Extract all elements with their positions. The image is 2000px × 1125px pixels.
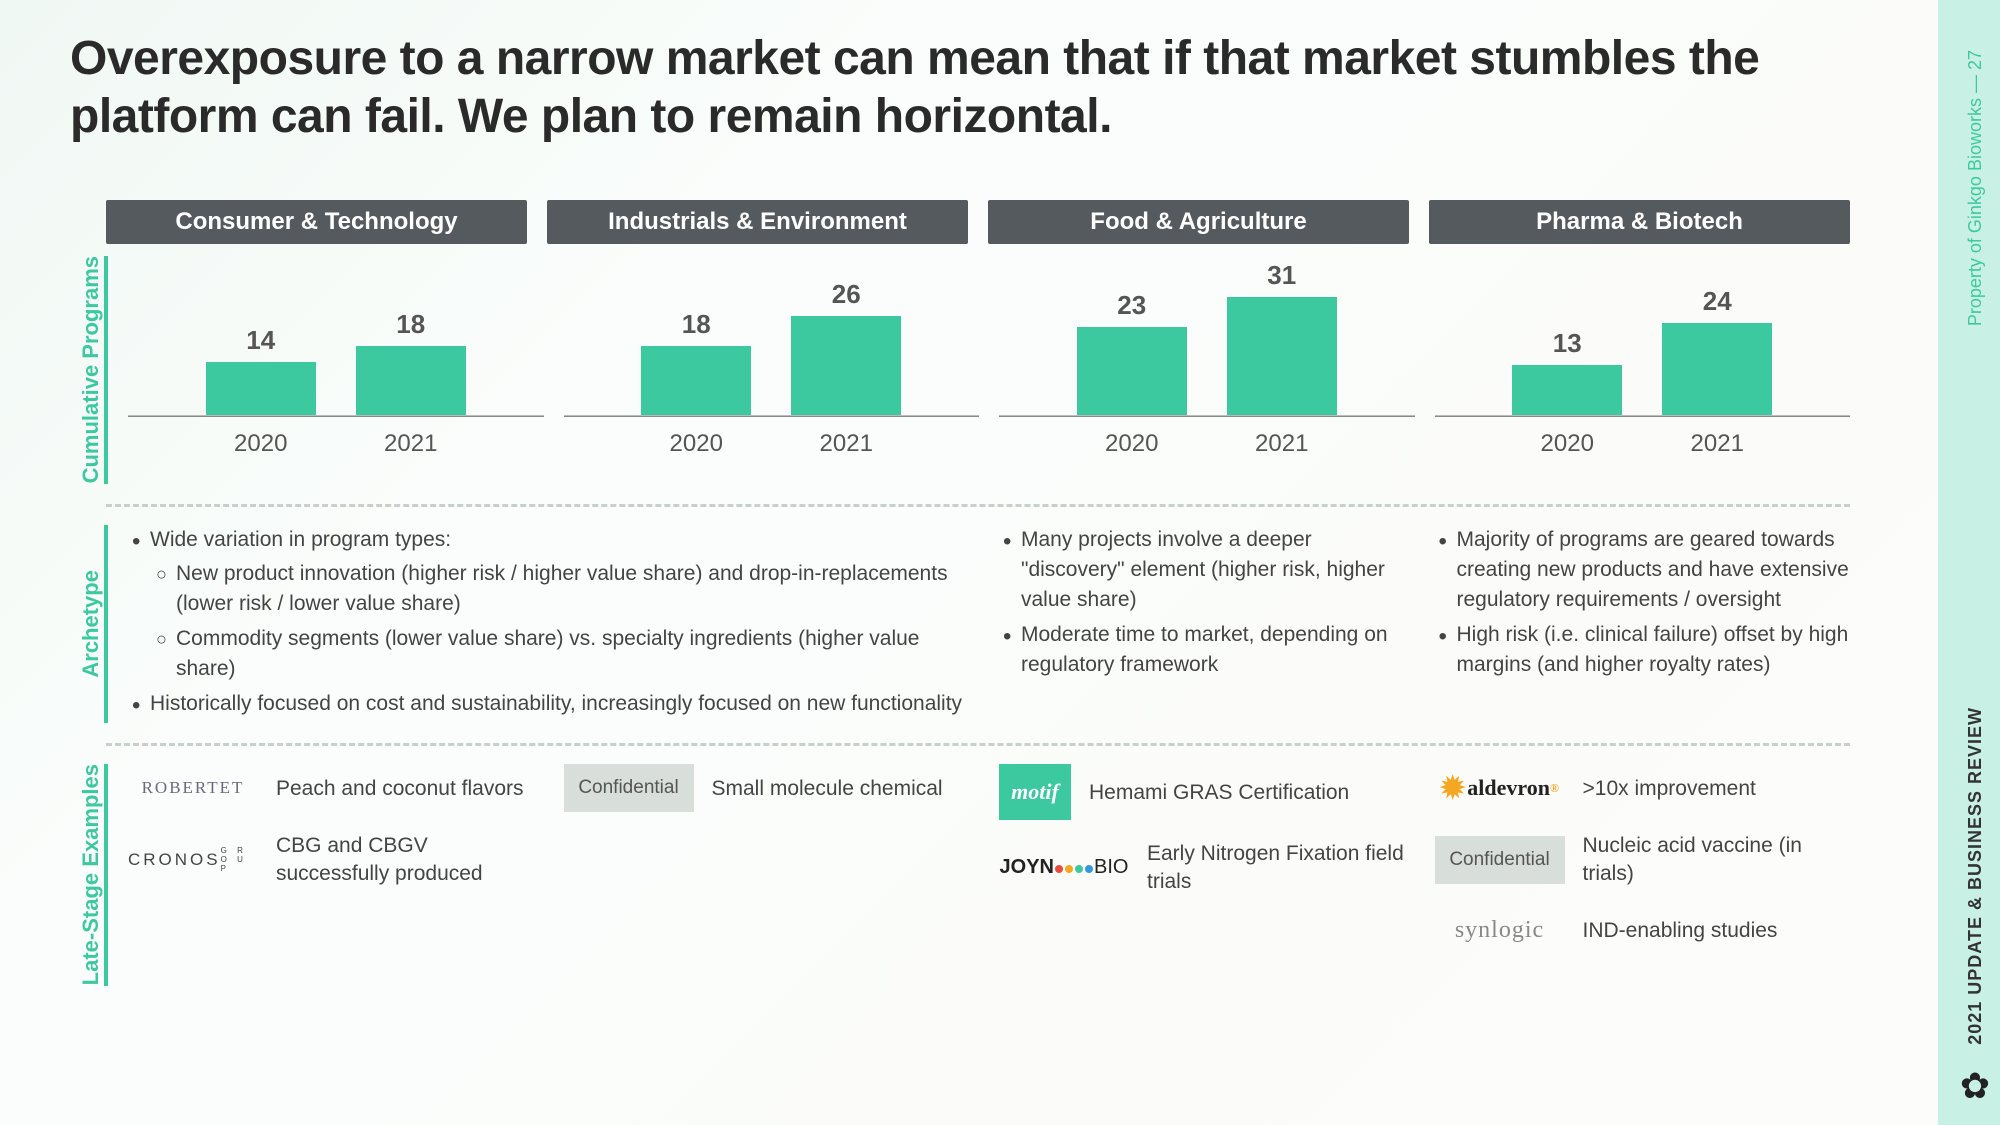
archetype-bullet: New product innovation (higher risk / hi…: [128, 559, 979, 620]
example-item: CRONOSG R O U P CBG and CBGV successfully…: [128, 832, 544, 887]
example-item: ROBERTET Peach and coconut flavors: [128, 764, 544, 812]
example-text: CBG and CBGV successfully produced: [276, 832, 544, 887]
bar: [641, 346, 751, 415]
examples-column: Confidential Small molecule chemical: [564, 764, 980, 985]
bar: [1227, 297, 1337, 416]
example-item: Confidential Small molecule chemical: [564, 764, 980, 812]
category-header: Industrials & Environment: [547, 200, 968, 244]
archetype-bullet: Majority of programs are geared towards …: [1435, 525, 1851, 616]
archetype-bullet: Moderate time to market, depending on re…: [999, 620, 1415, 681]
x-axis-label: 2020: [206, 430, 316, 458]
example-text: IND-enabling studies: [1583, 917, 1778, 944]
examples-column: ROBERTET Peach and coconut flavors CRONOSG…: [128, 764, 544, 985]
x-axis-label: 2020: [1512, 430, 1622, 458]
row-label-archetype: Archetype: [70, 525, 104, 724]
bar: [356, 346, 466, 415]
bar-value: 23: [1117, 290, 1146, 321]
bar-value: 13: [1553, 328, 1582, 359]
divider: [106, 504, 1850, 507]
bar-value: 31: [1267, 260, 1296, 291]
gear-icon: ✿: [1960, 1065, 1990, 1107]
category-header: Consumer & Technology: [106, 200, 527, 244]
company-logo: CRONOSG R O U P: [128, 836, 258, 884]
bar: [791, 316, 901, 415]
x-axis-label: 2021: [791, 430, 901, 458]
bar-chart: 182620202021: [564, 256, 980, 446]
bar-chart: 141820202021: [128, 256, 544, 446]
archetype-bullet: Commodity segments (lower value share) v…: [128, 624, 979, 685]
examples-column: motif Hemami GRAS Certification JOYN BIO Ea…: [999, 764, 1415, 985]
category-header: Pharma & Biotech: [1429, 200, 1850, 244]
examples-column: ✹aldevron® >10x improvement Confidential Nu…: [1435, 764, 1851, 985]
bar-value: 24: [1703, 286, 1732, 317]
x-axis-label: 2021: [1662, 430, 1772, 458]
bar: [1512, 365, 1622, 415]
archetype-column: Many projects involve a deeper "discover…: [999, 525, 1415, 724]
category-header: Food & Agriculture: [988, 200, 1409, 244]
company-logo: Confidential: [1435, 836, 1565, 884]
example-text: Early Nitrogen Fixation field trials: [1147, 840, 1415, 895]
bar-chart: 132420202021: [1435, 256, 1851, 446]
bar-chart: 233120202021: [999, 256, 1415, 446]
page-title: Overexposure to a narrow market can mean…: [70, 30, 1850, 145]
example-text: Hemami GRAS Certification: [1089, 779, 1349, 806]
x-axis-label: 2020: [1077, 430, 1187, 458]
row-label-examples: Late-Stage Examples: [70, 764, 104, 985]
example-item: Confidential Nucleic acid vaccine (in tri…: [1435, 832, 1851, 887]
archetype-column: Wide variation in program types: New prod…: [128, 525, 979, 724]
example-text: >10x improvement: [1583, 775, 1756, 802]
footer-text: 2021 UPDATE & BUSINESS REVIEW: [1965, 707, 1986, 1045]
bar-value: 18: [682, 309, 711, 340]
company-logo: synlogic: [1435, 907, 1565, 955]
company-logo: ROBERTET: [128, 764, 258, 812]
bar-value: 18: [396, 309, 425, 340]
bar-value: 14: [246, 325, 275, 356]
property-text: Property of Ginkgo Bioworks — 27: [1965, 50, 1986, 326]
company-logo: motif: [999, 764, 1071, 820]
bar-value: 26: [832, 279, 861, 310]
example-item: ✹aldevron® >10x improvement: [1435, 764, 1851, 812]
example-text: Nucleic acid vaccine (in trials): [1583, 832, 1851, 887]
example-item: JOYN BIO Early Nitrogen Fixation field tr…: [999, 840, 1415, 895]
example-text: Peach and coconut flavors: [276, 775, 524, 802]
archetype-column: Majority of programs are geared towards …: [1435, 525, 1851, 724]
bar: [206, 362, 316, 416]
company-logo: ✹aldevron®: [1435, 764, 1565, 812]
row-label-programs: Cumulative Programs: [70, 256, 104, 483]
x-axis-label: 2021: [1227, 430, 1337, 458]
archetype-bullet: Many projects involve a deeper "discover…: [999, 525, 1415, 616]
x-axis-label: 2020: [641, 430, 751, 458]
example-item: motif Hemami GRAS Certification: [999, 764, 1415, 820]
company-logo: JOYN BIO: [999, 844, 1129, 892]
company-logo: Confidential: [564, 764, 694, 812]
divider: [106, 743, 1850, 746]
example-text: Small molecule chemical: [712, 775, 943, 802]
x-axis-label: 2021: [356, 430, 466, 458]
bar: [1662, 323, 1772, 415]
archetype-bullet: Historically focused on cost and sustain…: [128, 689, 979, 719]
example-item: synlogic IND-enabling studies: [1435, 907, 1851, 955]
archetype-bullet: Wide variation in program types:: [128, 525, 979, 555]
archetype-bullet: High risk (i.e. clinical failure) offset…: [1435, 620, 1851, 681]
bar: [1077, 327, 1187, 415]
